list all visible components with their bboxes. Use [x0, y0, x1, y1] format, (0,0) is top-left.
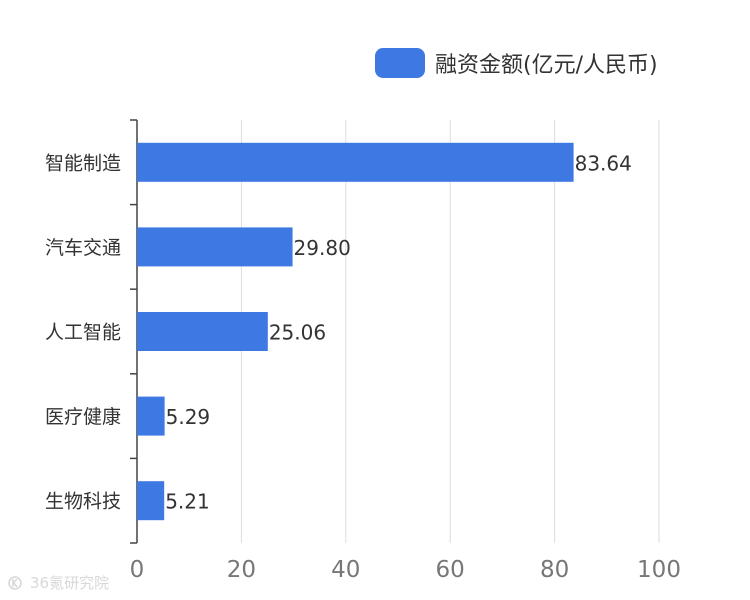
bar-1 — [137, 227, 293, 267]
legend-label: 融资金额(亿元/人民币) — [435, 53, 658, 78]
value-label-2: 25.06 — [269, 321, 326, 345]
x-tick-label-0: 0 — [130, 557, 145, 583]
x-tick-label-4: 80 — [540, 557, 569, 583]
value-label-4: 5.21 — [165, 490, 210, 514]
value-label-1: 29.80 — [294, 236, 351, 260]
bar-3 — [137, 396, 165, 436]
bar-4 — [137, 481, 165, 521]
value-label-3: 5.29 — [166, 405, 211, 429]
x-tick-label-2: 40 — [331, 557, 360, 583]
watermark-text: 36氪研究院 — [30, 574, 110, 592]
x-tick-label-1: 20 — [227, 557, 256, 583]
x-tick-label-3: 60 — [436, 557, 465, 583]
watermark: 36氪研究院 — [8, 572, 109, 593]
category-label-4: 生物科技 — [45, 491, 121, 513]
bar-0 — [137, 142, 574, 182]
category-label-1: 汽车交通 — [45, 237, 121, 259]
x-tick-label-5: 100 — [637, 557, 681, 583]
kr-logo-icon — [8, 575, 22, 590]
legend-swatch — [375, 48, 425, 78]
legend: 融资金额(亿元/人民币) — [375, 47, 658, 79]
category-label-0: 智能制造 — [45, 152, 121, 174]
bar-2 — [137, 312, 268, 351]
category-label-3: 医疗健康 — [45, 406, 121, 428]
category-label-2: 人工智能 — [45, 322, 121, 344]
value-label-0: 83.64 — [575, 151, 632, 175]
